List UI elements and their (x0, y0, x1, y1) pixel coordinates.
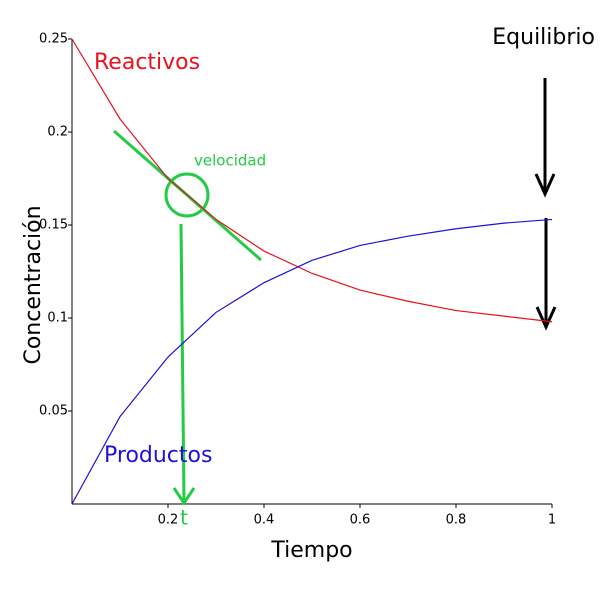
equilibrium-arrows (534, 78, 557, 331)
y-tick-label: 0.1 (47, 311, 68, 326)
y-tick-label: 0.05 (39, 404, 68, 419)
x-tick-label: 0.6 (350, 513, 371, 528)
equilibrium-label: Equilibrio (492, 25, 595, 50)
y-tick-label: 0.15 (39, 218, 68, 233)
series-label: Reactivos (94, 50, 200, 75)
series-line (71, 38, 553, 323)
x-tick-label: 0.2 (158, 513, 179, 528)
series-label: Productos (104, 443, 212, 468)
time-label: t (180, 506, 188, 530)
x-tick-label: 1 (548, 513, 556, 528)
y-tick-label: 0.25 (39, 32, 68, 47)
x-tick-label: 0.4 (254, 513, 275, 528)
series-line (71, 218, 553, 505)
rate-label: velocidad (194, 152, 266, 170)
x-tick-label: 0.8 (446, 513, 467, 528)
x-axis-label: Tiempo (270, 538, 352, 563)
y-axis-label: Concentración (21, 205, 46, 364)
y-tick-label: 0.2 (47, 125, 68, 140)
